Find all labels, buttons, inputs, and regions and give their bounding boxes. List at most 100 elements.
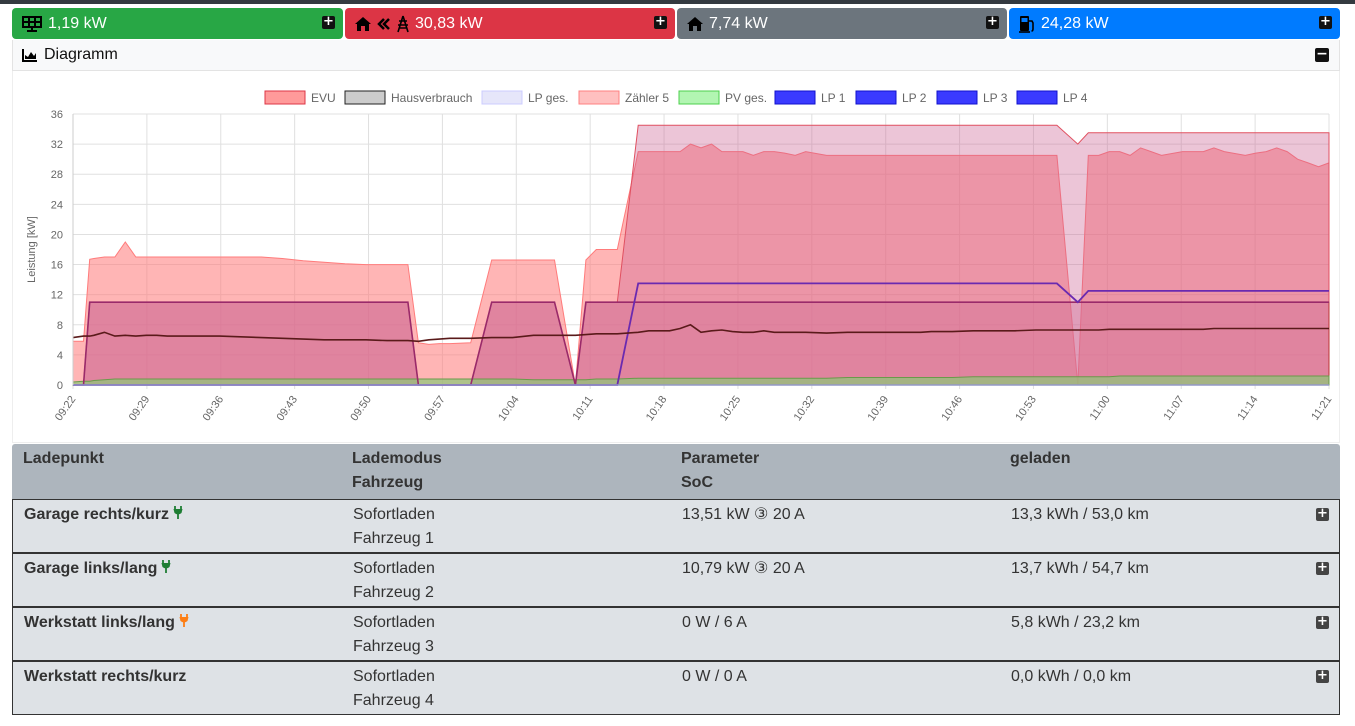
- y-tick-label: 16: [51, 260, 63, 272]
- lp1-line: [73, 301, 1329, 386]
- x-tick-label: 10:18: [644, 394, 670, 423]
- x-tick-label: 09:57: [422, 394, 448, 423]
- charge-parameter: 0 W / 0 A: [682, 668, 747, 685]
- legend-swatch: [774, 90, 816, 105]
- legend-swatch: [578, 90, 620, 105]
- x-tick-label: 11:21: [1309, 394, 1334, 423]
- legend-swatch: [678, 90, 720, 105]
- x-tick-label: 09:29: [127, 394, 153, 423]
- charge-parameter: 0 W / 6 A: [682, 614, 747, 631]
- x-tick-label: 09:43: [274, 394, 300, 423]
- charge-mode: Sofortladen: [353, 614, 435, 631]
- evu-area: [72, 143, 1330, 386]
- chargepoint-name: Werkstatt links/lang: [24, 614, 175, 632]
- pv-power-card[interactable]: 1,19 kW +: [12, 8, 343, 39]
- legend-label: LP 3: [983, 91, 1008, 105]
- header-soc: SoC: [681, 474, 713, 491]
- plug-icon: [173, 503, 183, 527]
- area-chart-icon: [22, 48, 38, 62]
- expand-plus-icon[interactable]: +: [1316, 614, 1329, 629]
- grid-power-card[interactable]: 30,83 kW +: [345, 8, 675, 39]
- expand-plus-icon[interactable]: +: [1316, 668, 1329, 683]
- charged-amount: 0,0 kWh / 0,0 km: [1011, 668, 1132, 685]
- legend-label: Hausverbrauch: [391, 91, 472, 105]
- charged-amount: 13,3 kWh / 53,0 km: [1011, 506, 1149, 523]
- charging-station-icon: [1018, 15, 1036, 33]
- x-tick-label: 09:22: [53, 394, 79, 423]
- header-fahrzeug: Fahrzeug: [352, 474, 424, 491]
- plug-icon: [161, 557, 171, 581]
- header-ladepunkt: Ladepunkt: [23, 450, 104, 467]
- home-icon: [686, 16, 704, 32]
- table-row[interactable]: Garage rechts/kurz Sofortladen Fahrzeug …: [12, 499, 1340, 553]
- expand-plus-icon[interactable]: +: [654, 14, 667, 29]
- table-row[interactable]: Werkstatt links/lang Sofortladen Fahrzeu…: [12, 607, 1340, 661]
- legend-label: LP ges.: [528, 91, 568, 105]
- vehicle-name: Fahrzeug 3: [353, 638, 434, 655]
- legend-label: LP 2: [902, 91, 927, 105]
- legend-swatch: [936, 90, 978, 105]
- x-tick-label: 10:11: [570, 394, 595, 423]
- y-tick-label: 32: [51, 139, 63, 151]
- y-tick-label: 0: [57, 380, 63, 392]
- power-chart: EVU Hausverbrauch LP ges. Zähler 5 PV ges. LP…: [12, 71, 1340, 443]
- chart-svg: EVU Hausverbrauch LP ges. Zähler 5 PV ges. LP…: [26, 90, 1334, 423]
- charge-mode: Sofortladen: [353, 560, 435, 577]
- legend-label: Zähler 5: [625, 91, 669, 105]
- hausverbrauch-line: [72, 323, 1329, 343]
- y-tick-label: 12: [51, 290, 63, 302]
- top-bar: [0, 0, 1355, 4]
- legend-label: LP 1: [821, 91, 846, 105]
- table-row[interactable]: Garage links/lang Sofortladen Fahrzeug 2…: [12, 553, 1340, 607]
- chargepoint-name: Garage rechts/kurz: [24, 506, 169, 524]
- x-tick-label: 11:00: [1088, 394, 1113, 423]
- y-tick-label: 28: [51, 169, 63, 181]
- y-axis-label: Leistung [kW]: [26, 216, 38, 283]
- table-row[interactable]: Werkstatt rechts/kurz Sofortladen Fahrze…: [12, 661, 1340, 715]
- expand-plus-icon[interactable]: +: [1316, 506, 1329, 521]
- x-tick-label: 10:04: [496, 394, 522, 423]
- legend-label: LP 4: [1063, 91, 1088, 105]
- charge-mode: Sofortladen: [353, 506, 435, 523]
- charging-power-card[interactable]: 24,28 kW +: [1009, 8, 1340, 39]
- plug-icon: [179, 611, 189, 635]
- power-pylon-icon: [396, 15, 410, 33]
- charge-parameter: 13,51 kW ③ 20 A: [682, 506, 805, 523]
- expand-plus-icon[interactable]: +: [322, 14, 335, 29]
- x-tick-label: 09:50: [348, 394, 374, 423]
- home-icon: [354, 16, 372, 32]
- house-power-card[interactable]: 7,74 kW +: [677, 8, 1007, 39]
- vehicle-name: Fahrzeug 2: [353, 584, 434, 601]
- y-tick-label: 20: [51, 229, 63, 241]
- x-tick-label: 11:07: [1162, 394, 1187, 423]
- minus-square-icon[interactable]: −: [1315, 46, 1329, 62]
- lp1-area: [73, 301, 1330, 386]
- header-parameter: Parameter: [681, 450, 760, 467]
- x-tick-label: 10:25: [718, 394, 744, 423]
- pv-area: [72, 375, 1330, 386]
- expand-plus-icon[interactable]: +: [1319, 14, 1332, 29]
- chargepoint-name: Werkstatt rechts/kurz: [24, 668, 187, 685]
- legend-swatch: [1016, 90, 1058, 105]
- x-tick-label: 10:39: [866, 394, 892, 423]
- table-header: Ladepunkt Lademodus Fahrzeug Parameter S…: [12, 444, 1340, 499]
- solar-panel-icon: [21, 15, 43, 32]
- x-tick-label: 10:46: [939, 394, 965, 423]
- legend-label: EVU: [311, 91, 336, 105]
- charged-amount: 13,7 kWh / 54,7 km: [1011, 560, 1149, 577]
- expand-plus-icon[interactable]: +: [1316, 560, 1329, 575]
- vehicle-name: Fahrzeug 4: [353, 692, 434, 709]
- charge-parameter: 10,79 kW ③ 20 A: [682, 560, 805, 577]
- expand-plus-icon[interactable]: +: [986, 14, 999, 29]
- y-tick-label: 24: [51, 199, 63, 211]
- diagram-header[interactable]: Diagramm −: [12, 40, 1340, 71]
- x-tick-label: 09:36: [201, 394, 227, 423]
- charged-amount: 5,8 kWh / 23,2 km: [1011, 614, 1140, 631]
- charge-mode: Sofortladen: [353, 668, 435, 685]
- y-tick-label: 36: [51, 109, 63, 121]
- chargepoint-name: Garage links/lang: [24, 560, 158, 578]
- legend-swatch: [344, 90, 386, 105]
- legend-swatch: [481, 90, 523, 105]
- pv-power-value: 1,19 kW: [48, 14, 107, 32]
- legend-swatch: [855, 90, 897, 105]
